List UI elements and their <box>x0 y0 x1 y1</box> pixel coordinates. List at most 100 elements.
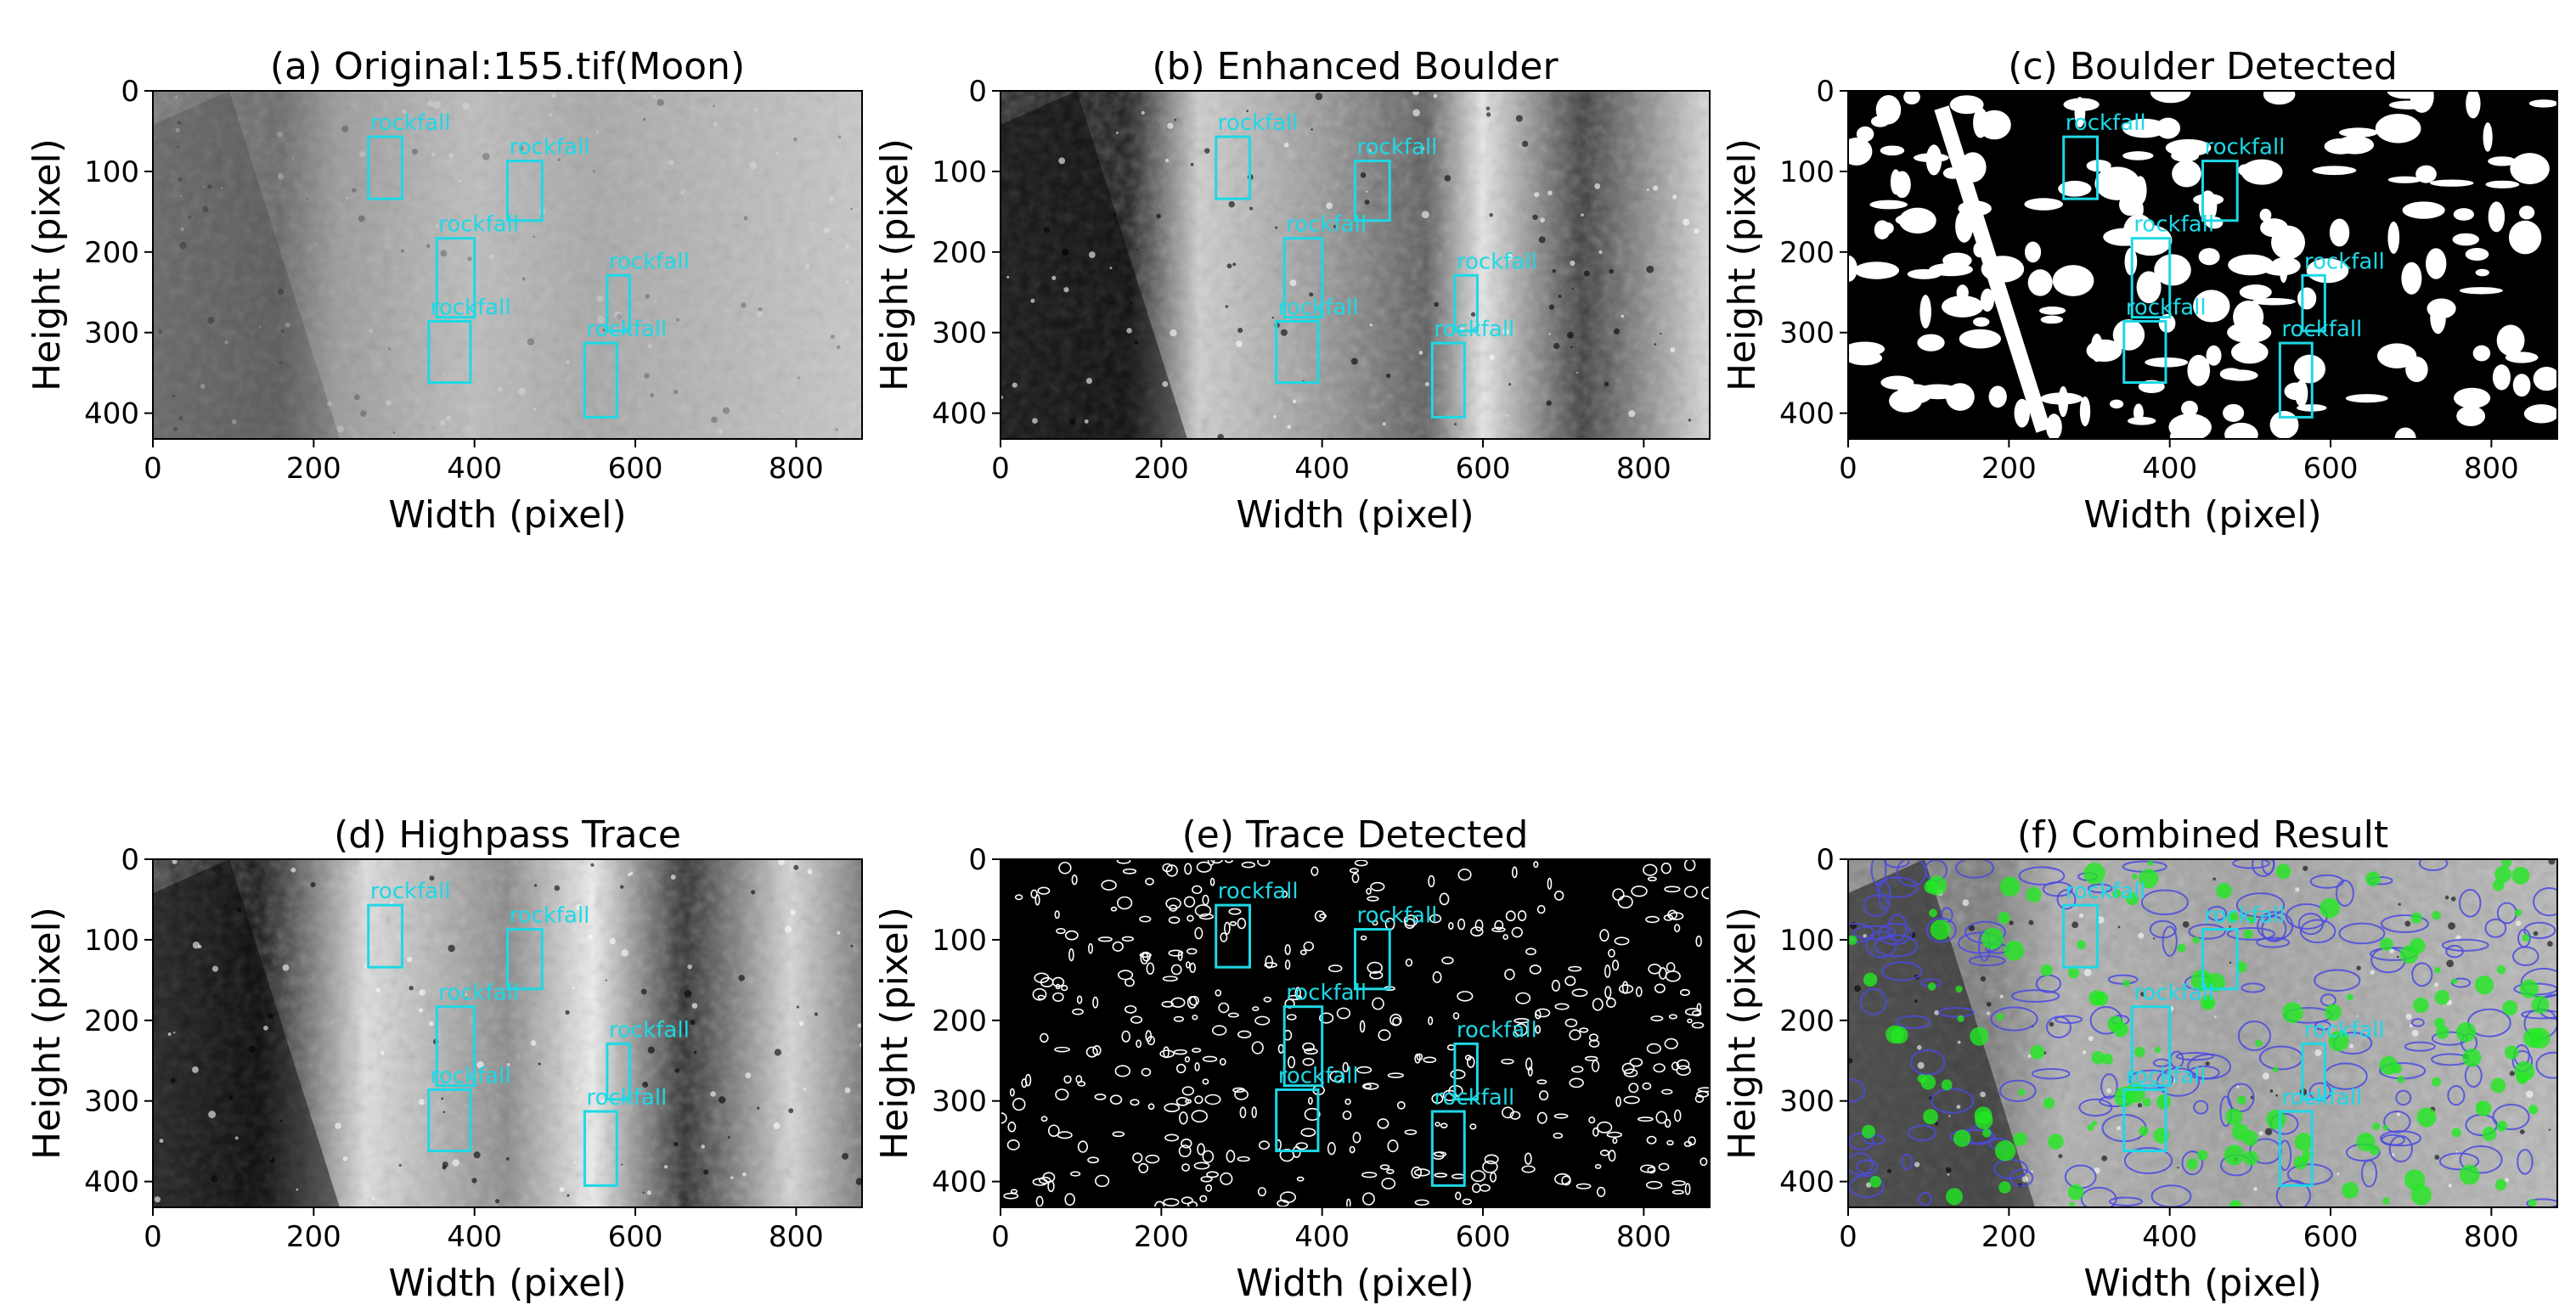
y-tick-label: 0 <box>968 843 987 877</box>
detection-label: rockfall <box>431 1063 511 1088</box>
x-tick-label: 200 <box>1981 452 2037 486</box>
axes-frame <box>1000 858 1711 1208</box>
y-tick-label: 300 <box>1779 317 1835 351</box>
x-tick-label: 200 <box>286 1220 341 1254</box>
detection-label: rockfall <box>438 981 519 1006</box>
y-tick-label: 0 <box>1816 843 1835 877</box>
detection-box <box>1215 903 1251 969</box>
detection-box <box>427 1088 472 1153</box>
detection-box <box>1430 1110 1466 1187</box>
axes-frame <box>1000 90 1711 440</box>
y-tick-label: 400 <box>84 1166 139 1200</box>
x-tick-label: 400 <box>447 452 502 486</box>
x-axis-label: Width (pixel) <box>388 1262 626 1305</box>
detection-label: rockfall <box>2126 295 2207 320</box>
detection-label: rockfall <box>2281 1085 2362 1111</box>
x-tick-label: 0 <box>991 452 1010 486</box>
detection-label: rockfall <box>609 1017 690 1043</box>
detection-label: rockfall <box>586 1085 667 1111</box>
detection-box <box>2062 135 2099 200</box>
x-tick-label: 600 <box>1456 1220 1511 1254</box>
detection-box <box>583 1110 618 1187</box>
x-tick-label: 400 <box>447 1220 502 1254</box>
detection-label: rockfall <box>510 903 590 929</box>
y-tick-label: 300 <box>84 1085 139 1119</box>
detection-box <box>1282 237 1324 319</box>
detection-label: rockfall <box>586 317 667 342</box>
x-tick-label: 800 <box>2464 1220 2519 1254</box>
boulder-mask <box>1848 91 2557 439</box>
axes-frame <box>1847 90 2558 440</box>
detection-label: rockfall <box>1434 1085 1514 1111</box>
panel-e: rockfall rockfall rockfall rockfall rockfall… <box>873 813 1711 1305</box>
x-tick-label: 200 <box>1981 1220 2037 1254</box>
panel-b: rockfall rockfall rockfall rockfall rockfall… <box>873 45 1711 537</box>
detection-label: rockfall <box>438 212 519 238</box>
y-axis-label: Height (pixel) <box>873 907 916 1160</box>
detection-label: rockfall <box>1457 249 1537 274</box>
x-tick-label: 600 <box>2303 452 2359 486</box>
panel-title: (b) Enhanced Boulder <box>1152 45 1559 88</box>
x-tick-label: 600 <box>2303 1220 2359 1254</box>
axes-frame <box>1847 858 2558 1208</box>
image-area: rockfall rockfall rockfall rockfall rockfall… <box>153 91 862 439</box>
image-area: rockfall rockfall rockfall rockfall rockfall… <box>153 859 862 1207</box>
panel-f: rockfall rockfall rockfall rockfall rockfall… <box>1721 813 2558 1305</box>
y-tick-label: 200 <box>1779 1004 1835 1038</box>
y-tick-label: 100 <box>84 924 139 958</box>
detection-box <box>1282 1005 1324 1088</box>
detection-label: rockfall <box>1218 879 1299 904</box>
detection-box <box>1453 273 1479 333</box>
detection-box <box>1453 1042 1479 1101</box>
detection-box <box>2278 341 2314 419</box>
detection-box <box>367 903 403 969</box>
panel-title: (d) Highpass Trace <box>334 813 681 857</box>
detection-box <box>2278 1110 2314 1187</box>
detection-label: rockfall <box>2134 212 2214 238</box>
y-axis-label: Height (pixel) <box>25 907 69 1160</box>
x-tick-label: 0 <box>991 1220 1010 1254</box>
image-area: rockfall rockfall rockfall rockfall rockfall… <box>1001 91 1710 439</box>
detection-box <box>435 1005 476 1088</box>
y-tick-label: 100 <box>932 924 987 958</box>
x-tick-label: 800 <box>769 1220 824 1254</box>
x-tick-label: 200 <box>1134 1220 1189 1254</box>
detection-label: rockfall <box>2134 981 2214 1006</box>
detection-box <box>367 135 403 200</box>
detection-label: rockfall <box>2066 879 2146 904</box>
y-tick-label: 0 <box>1816 75 1835 109</box>
y-axis-label: Height (pixel) <box>25 138 69 391</box>
y-tick-label: 300 <box>932 317 987 351</box>
detection-box <box>2130 237 2172 319</box>
detection-label: rockfall <box>370 879 451 904</box>
x-tick-label: 0 <box>1839 1220 1857 1254</box>
x-tick-label: 600 <box>608 452 663 486</box>
x-tick-label: 400 <box>2142 452 2197 486</box>
panel-title: (f) Combined Result <box>2017 813 2388 857</box>
panel-title: (c) Boulder Detected <box>2008 45 2398 88</box>
detection-box <box>2130 1005 2172 1088</box>
x-tick-label: 0 <box>144 452 162 486</box>
y-tick-label: 100 <box>1779 155 1835 189</box>
detection-label: rockfall <box>2126 1063 2207 1088</box>
detection-label: rockfall <box>1434 317 1514 342</box>
detection-box <box>1354 160 1391 222</box>
detection-label: rockfall <box>2205 135 2286 160</box>
detection-label: rockfall <box>370 110 451 136</box>
detection-label: rockfall <box>1278 1063 1359 1088</box>
detection-box <box>606 273 631 333</box>
detection-label: rockfall <box>2304 249 2385 274</box>
detection-label: rockfall <box>510 135 590 160</box>
detection-label: rockfall <box>1286 981 1367 1006</box>
x-tick-label: 800 <box>769 452 824 486</box>
x-tick-label: 400 <box>2142 1220 2197 1254</box>
detection-label: rockfall <box>2066 110 2146 136</box>
y-axis-label: Height (pixel) <box>1721 138 1764 391</box>
detection-box <box>606 1042 631 1101</box>
detection-label: rockfall <box>2281 317 2362 342</box>
x-tick-label: 0 <box>1839 452 1857 486</box>
y-tick-label: 400 <box>84 397 139 431</box>
y-tick-label: 200 <box>84 1004 139 1038</box>
y-tick-label: 400 <box>932 397 987 431</box>
x-axis-label: Width (pixel) <box>1236 493 1474 537</box>
